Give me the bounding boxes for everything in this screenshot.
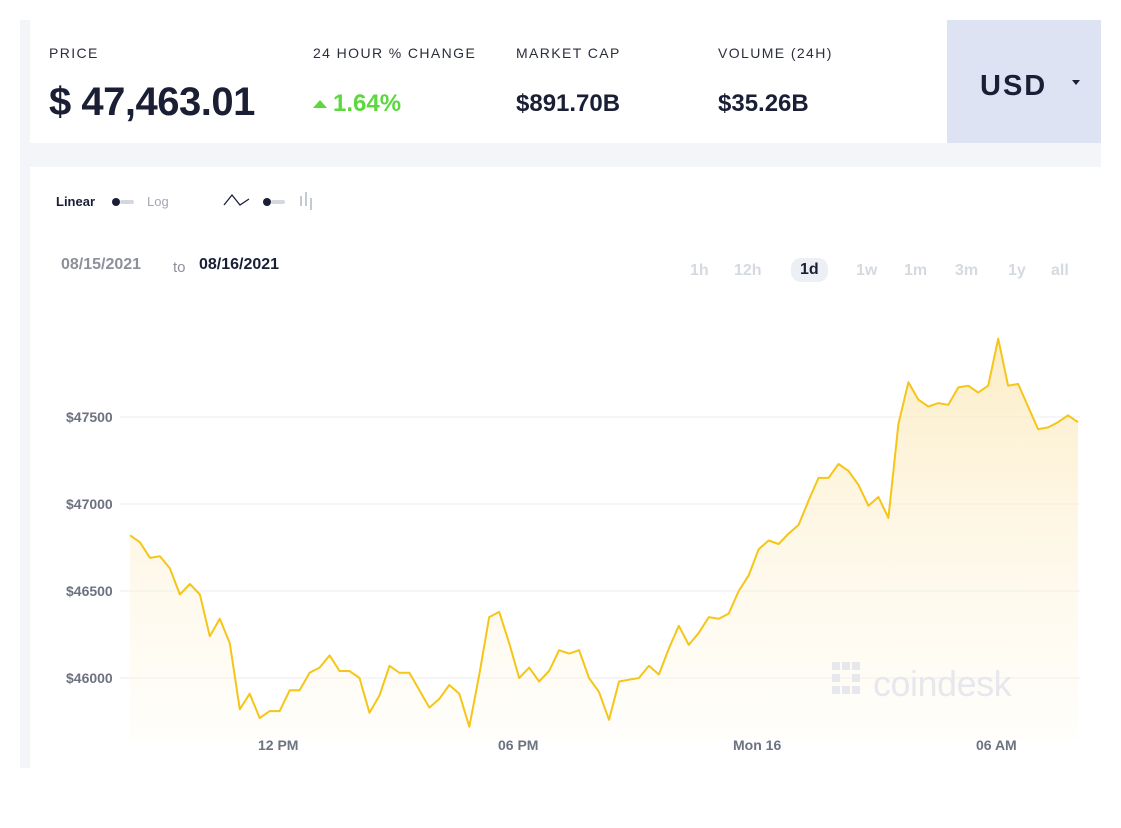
scale-toggle[interactable]	[112, 198, 136, 206]
period-12h[interactable]: 12h	[734, 262, 762, 279]
currency-dropdown[interactable]: USD	[947, 20, 1101, 143]
y-tick-label: $46000	[66, 670, 113, 686]
y-tick-label: $47500	[66, 409, 113, 425]
period-all[interactable]: all	[1051, 262, 1069, 279]
stats-panel	[30, 20, 947, 143]
caret-down-icon	[1072, 80, 1080, 85]
currency-selected: USD	[980, 70, 1048, 102]
x-tick-label: 06 PM	[498, 737, 539, 753]
y-tick-label: $46500	[66, 583, 113, 599]
price-value: $ 47,463.01	[49, 80, 255, 124]
toggle-track	[120, 200, 134, 204]
change-value-wrap: 1.64%	[313, 90, 401, 118]
period-3m[interactable]: 3m	[955, 262, 979, 279]
date-range-separator: to	[173, 259, 186, 276]
candlestick-icon[interactable]	[299, 192, 315, 210]
market-cap-label: MARKET CAP	[516, 45, 621, 61]
price-line	[129, 337, 1079, 728]
x-tick-label: 12 PM	[258, 737, 299, 753]
change-value: 1.64%	[333, 90, 402, 117]
change-label: 24 HOUR % CHANGE	[313, 45, 477, 61]
volume-value: $35.26B	[718, 90, 809, 117]
log-option[interactable]: Log	[147, 194, 169, 209]
period-1y[interactable]: 1y	[1008, 262, 1026, 279]
market-cap-value: $891.70B	[516, 90, 621, 117]
linear-option[interactable]: Linear	[56, 194, 96, 209]
section-divider	[30, 143, 1101, 167]
price-label: PRICE	[49, 45, 99, 61]
period-1h[interactable]: 1h	[690, 262, 709, 279]
toggle-knob	[263, 198, 271, 206]
page-left-gutter	[20, 20, 30, 768]
coindesk-watermark: coindesk	[873, 663, 1012, 704]
period-1m[interactable]: 1m	[904, 262, 928, 279]
y-tick-label: $47000	[66, 496, 113, 512]
x-tick-label: Mon 16	[733, 737, 782, 753]
period-1w[interactable]: 1w	[856, 262, 878, 279]
toggle-track	[271, 200, 285, 204]
line-chart-icon[interactable]	[223, 193, 251, 207]
x-tick-label: 06 AM	[976, 737, 1017, 753]
date-range-end[interactable]: 08/16/2021	[199, 256, 280, 273]
period-1d[interactable]: 1d	[791, 258, 828, 282]
coindesk-logo-icon	[832, 662, 860, 694]
price-area	[130, 338, 1078, 740]
date-range-start[interactable]: 08/15/2021	[61, 256, 142, 273]
toggle-knob	[112, 198, 120, 206]
chart-type-toggle[interactable]	[263, 198, 287, 206]
up-arrow-icon	[313, 100, 327, 108]
volume-label: VOLUME (24H)	[718, 45, 833, 61]
